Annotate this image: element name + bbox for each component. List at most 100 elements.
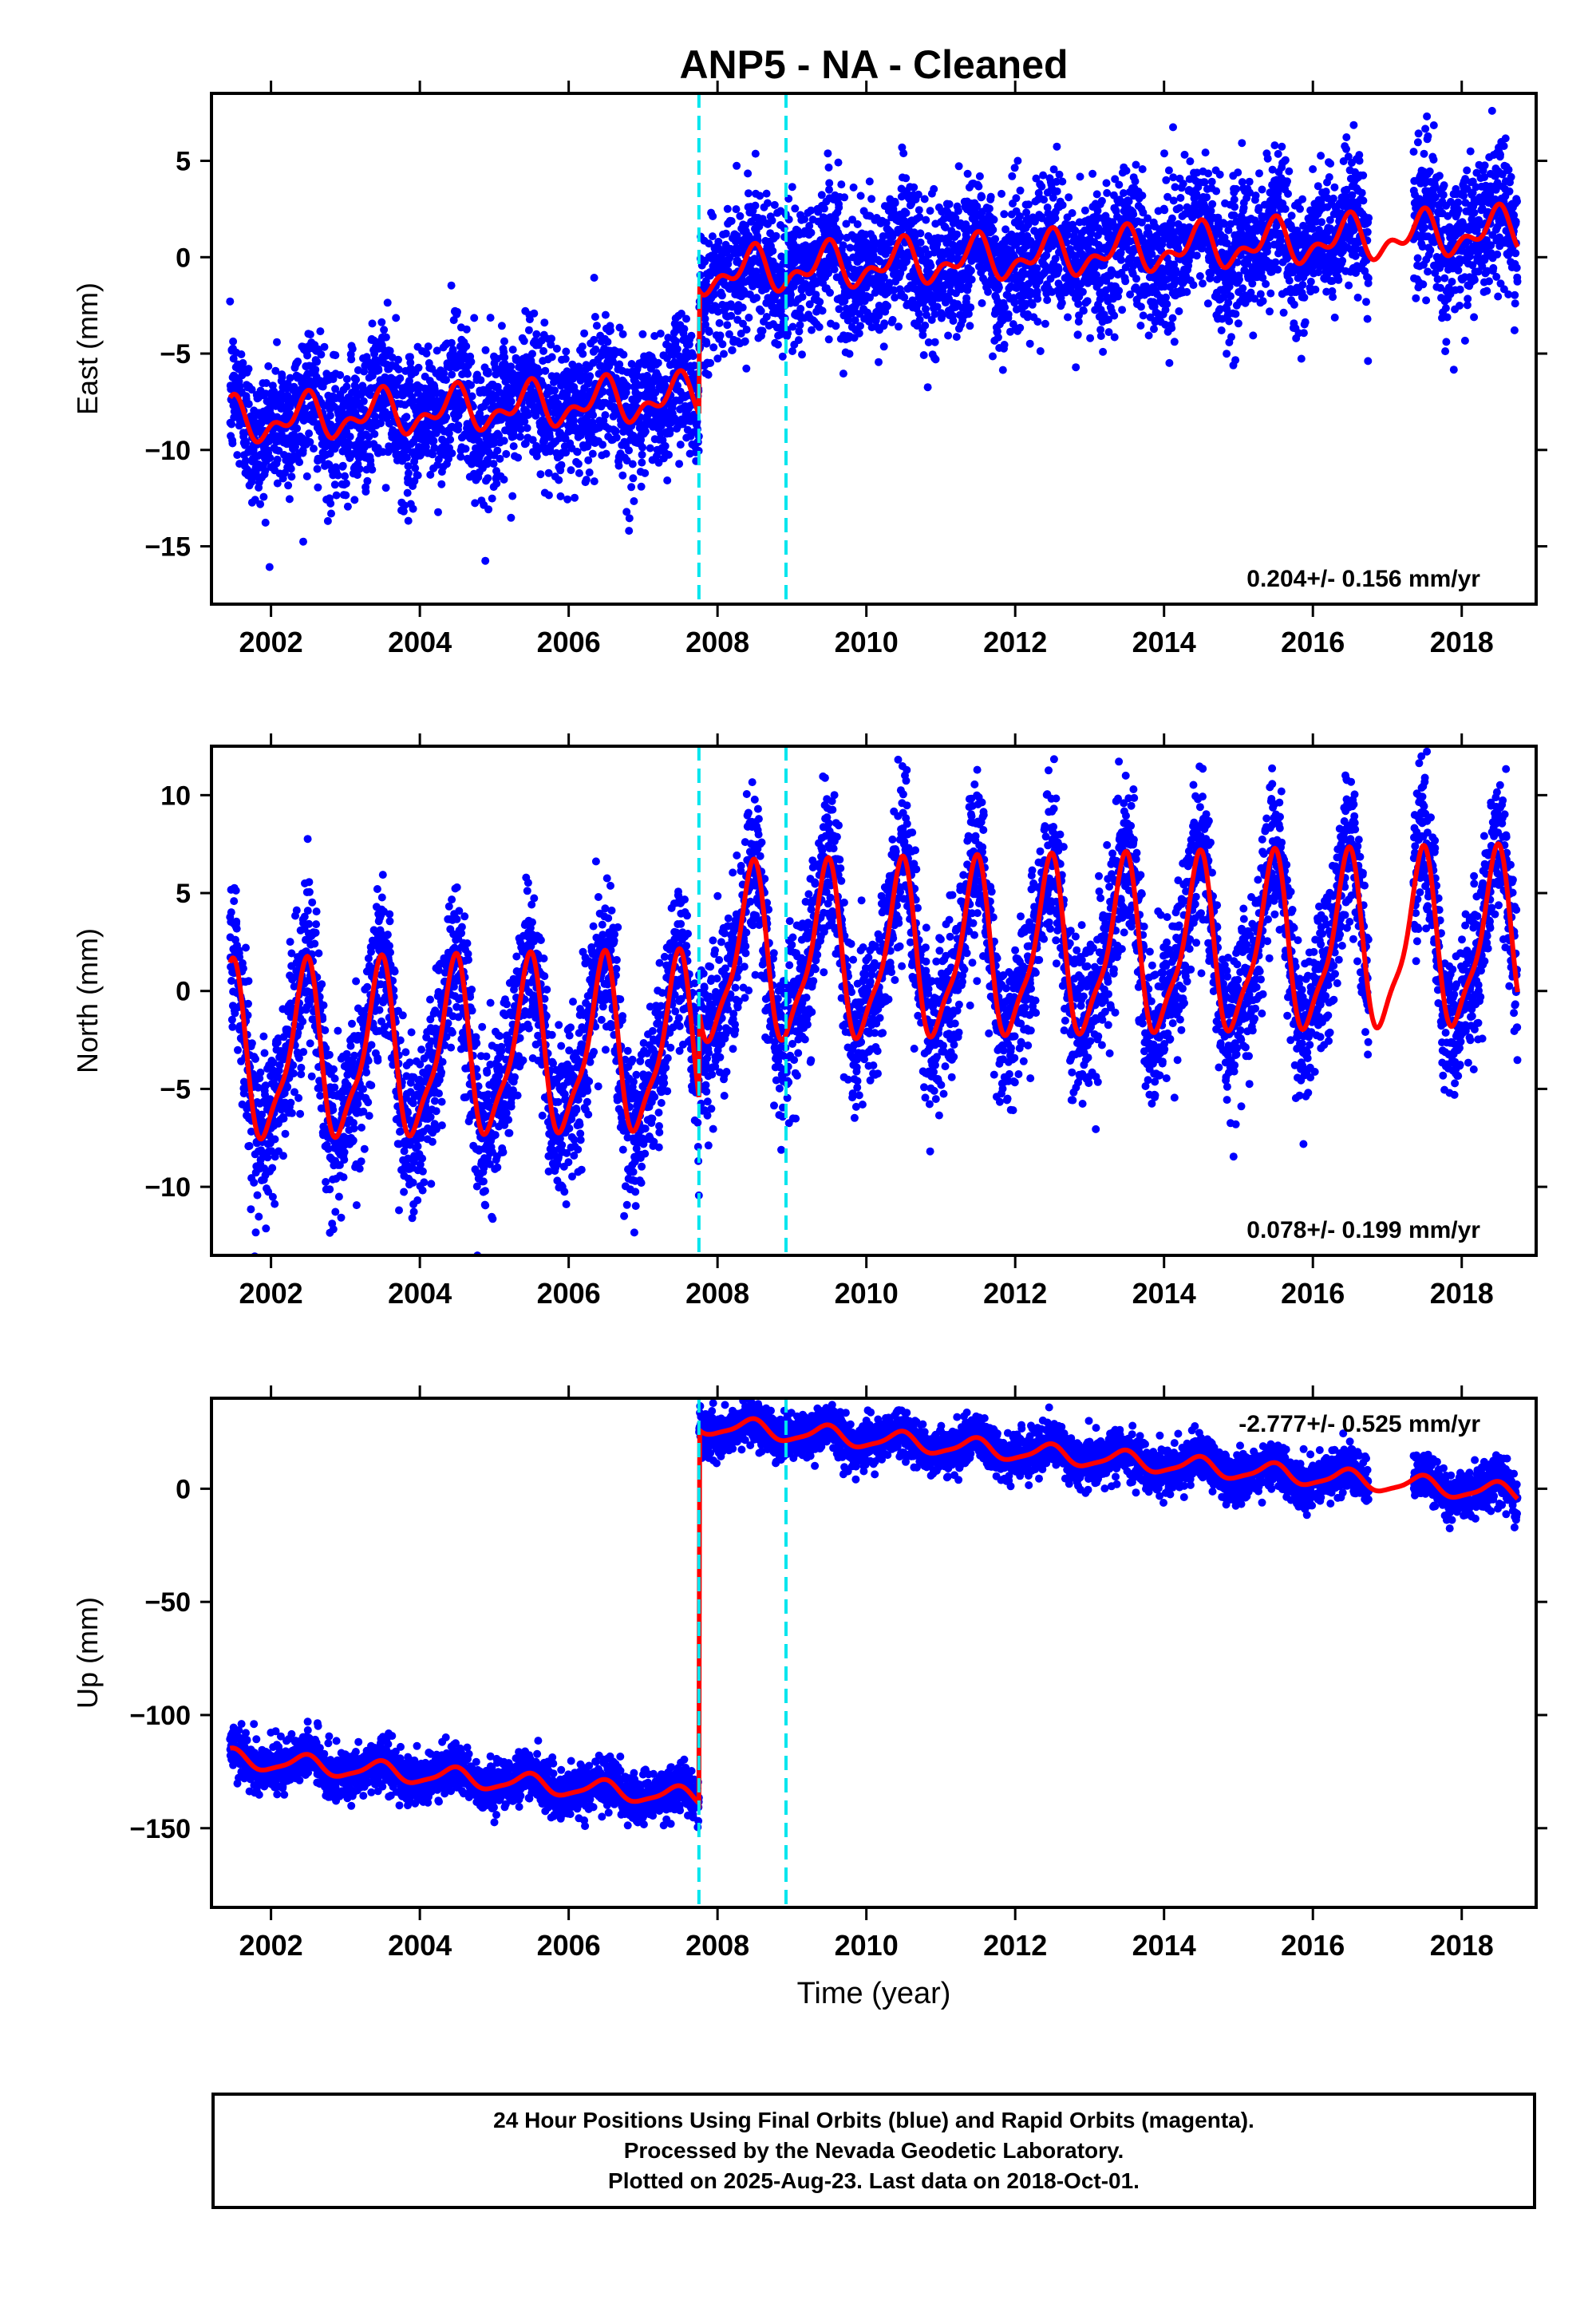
east-data-point [768, 216, 776, 225]
east-data-point [342, 375, 351, 383]
east-data-point [448, 449, 456, 457]
east-data-point [229, 337, 238, 346]
east-data-point [331, 351, 340, 360]
east-data-point [352, 375, 361, 384]
east-data-point [687, 331, 696, 340]
east-data-point [567, 466, 575, 475]
east-data-point [343, 502, 352, 511]
east-data-point [1086, 334, 1095, 342]
east-data-point [591, 313, 599, 321]
east-data-point [867, 195, 876, 204]
east-data-point [484, 474, 492, 483]
east-data-point [845, 350, 854, 358]
east-data-point [709, 212, 717, 220]
east-data-point [338, 461, 347, 470]
east-data-point [350, 496, 359, 504]
east-data-point [406, 358, 415, 367]
east-data-point [919, 351, 928, 359]
east-data-point [1016, 323, 1025, 332]
east-data-point [1016, 186, 1025, 195]
east-data-point [952, 333, 961, 342]
east-data-point [1008, 172, 1017, 180]
east-data-point [920, 195, 929, 204]
east-data-point [532, 330, 541, 338]
east-data-point [264, 362, 273, 370]
east-data-point [826, 288, 834, 297]
east-data-point [963, 169, 972, 178]
east-data-point [682, 314, 690, 323]
east-data-point [1215, 170, 1224, 179]
east-data-point [447, 338, 456, 347]
east-data-point [237, 350, 246, 358]
east-data-point [1136, 302, 1145, 311]
east-data-point [1033, 287, 1041, 296]
east-data-point [507, 397, 516, 405]
east-data-point [1238, 139, 1246, 148]
east-data-point [467, 358, 476, 366]
east-data-point [552, 344, 561, 353]
east-data-point [551, 386, 559, 395]
east-data-point [798, 293, 807, 301]
east-data-point [638, 450, 646, 459]
east-data-point [402, 453, 411, 462]
east-data-point [807, 228, 816, 237]
east-data-point [509, 442, 518, 451]
east-data-point [895, 322, 903, 331]
east-data-point [326, 499, 335, 508]
east-data-point [926, 207, 934, 215]
east-data-point [348, 345, 357, 354]
east-data-point [326, 411, 334, 420]
east-data-point [590, 335, 598, 344]
east-data-point [462, 325, 471, 334]
east-data-point [1058, 201, 1067, 209]
east-data-point [675, 460, 684, 468]
east-data-point [998, 366, 1007, 374]
east-data-point [762, 189, 771, 198]
east-data-point [768, 247, 777, 255]
east-data-point [705, 327, 713, 336]
east-data-point [271, 366, 280, 375]
east-data-point [500, 353, 509, 362]
east-data-point [489, 460, 498, 468]
east-data-point [561, 354, 570, 363]
east-data-point [720, 350, 728, 358]
east-data-point [323, 516, 332, 525]
east-data-point [314, 483, 322, 492]
east-data-point [277, 430, 286, 439]
east-data-point [493, 446, 502, 455]
east-data-point [930, 338, 939, 346]
east-data-point [394, 365, 403, 373]
east-data-point [368, 319, 377, 328]
east-data-point [966, 267, 975, 275]
east-data-point [723, 204, 732, 213]
east-data-point [317, 350, 326, 359]
east-data-point [818, 306, 827, 315]
east-data-point [233, 451, 242, 460]
east-data-point [535, 368, 543, 376]
east-data-point [751, 149, 760, 158]
east-data-point [1176, 194, 1185, 202]
east-data-point [334, 471, 342, 480]
east-data-point [244, 400, 253, 409]
east-data-point [422, 350, 431, 358]
east-data-point [1040, 196, 1049, 204]
east-data-point [1199, 279, 1207, 288]
east-data-point [839, 241, 847, 250]
east-data-point [953, 230, 962, 239]
east-data-point [502, 449, 511, 458]
east-data-point [547, 353, 556, 362]
east-data-point [994, 333, 1002, 342]
east-data-point [902, 208, 911, 217]
east-data-point [646, 444, 654, 453]
east-data-point [590, 274, 598, 282]
east-data-point [363, 476, 372, 485]
east-data-point [706, 358, 715, 367]
east-data-point [585, 468, 594, 476]
east-data-point [227, 420, 236, 429]
east-data-point [1102, 179, 1111, 188]
east-data-point [1169, 196, 1178, 205]
east-data-point [680, 325, 689, 334]
east-data-point [496, 454, 504, 463]
east-data-point [794, 336, 803, 345]
